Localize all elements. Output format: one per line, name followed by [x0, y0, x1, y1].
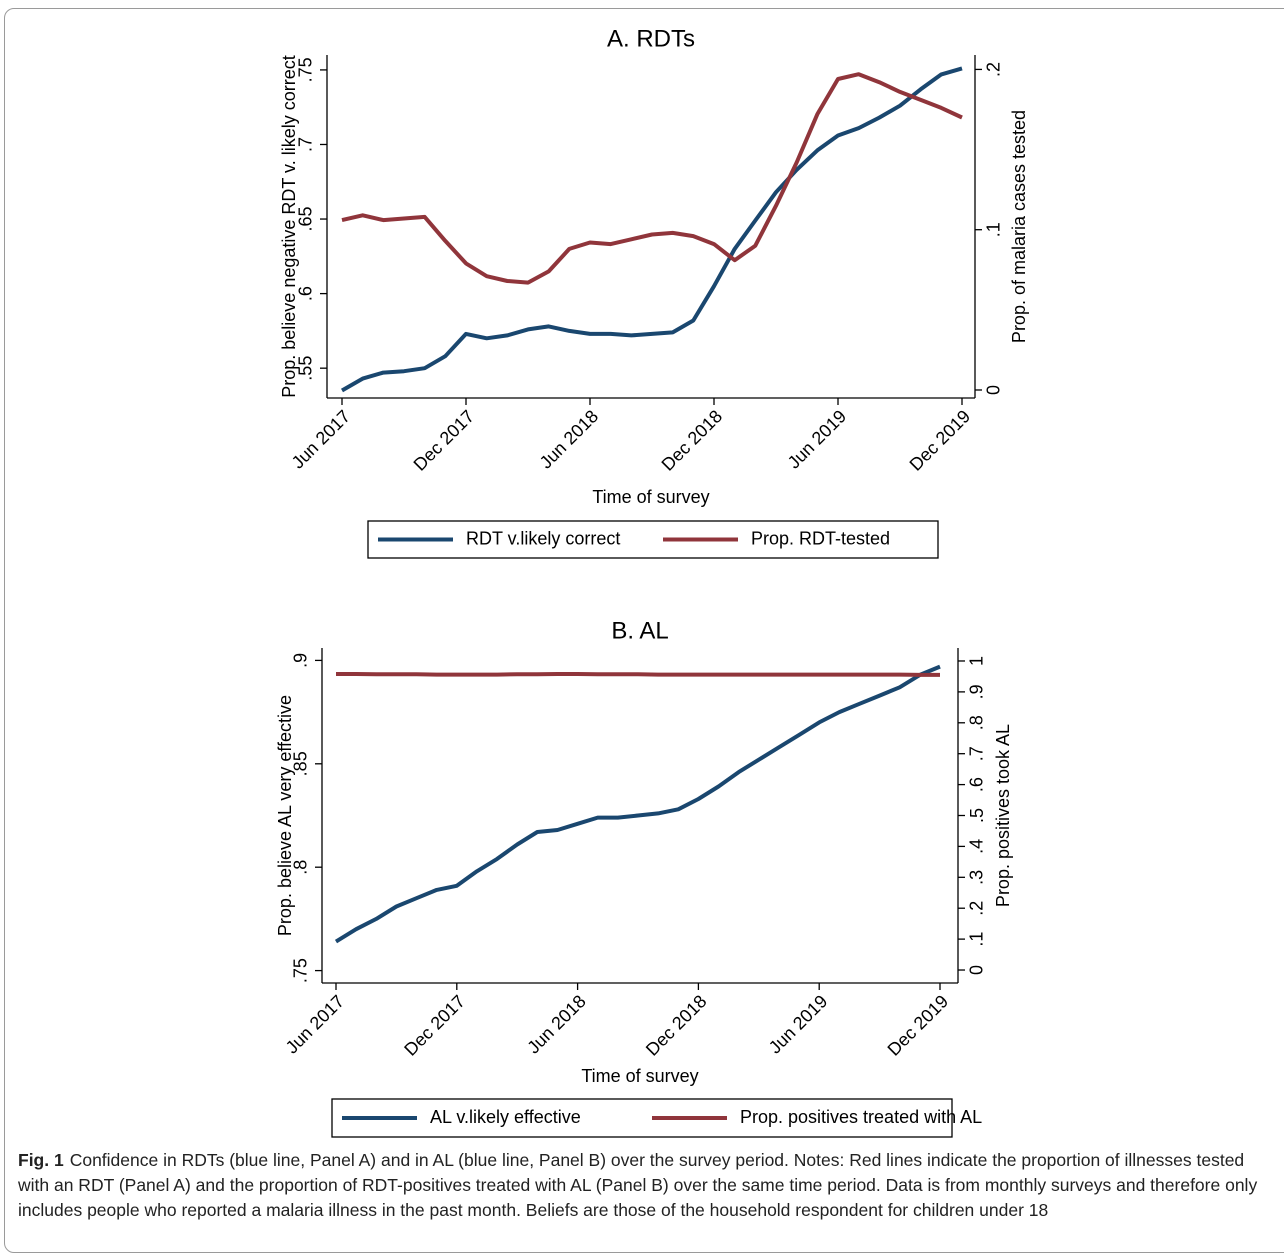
y2-tick-label: 0	[967, 965, 987, 975]
caption: Fig. 1 Confidence in RDTs (blue line, Pan…	[18, 1148, 1274, 1223]
x-tick-label: Dec 2019	[906, 406, 975, 475]
legend-box	[331, 1098, 953, 1138]
series-line	[336, 672, 940, 677]
y2-tick-label: .2	[967, 901, 987, 916]
x-tick-label: Jun 2018	[536, 406, 603, 473]
x-tick-label: Dec 2017	[400, 991, 469, 1060]
caption-text: Confidence in RDTs (blue line, Panel A) …	[18, 1150, 1258, 1220]
y2-tick-label: .8	[967, 715, 987, 730]
y2-axis-label: Prop. of malaria cases tested	[1009, 110, 1029, 343]
x-tick-label: Dec 2018	[642, 991, 711, 1060]
x-tick-label: Jun 2017	[288, 406, 355, 473]
y2-tick-label: 0	[984, 385, 1004, 395]
y-tick-label: .75	[291, 958, 311, 983]
y2-tick-label: .2	[984, 62, 1004, 77]
legend-label: Prop. RDT-tested	[751, 528, 890, 548]
y2-axis-label: Prop. positives took AL	[993, 724, 1013, 907]
y-tick-label: .6	[296, 286, 316, 301]
y-tick-label: .7	[296, 137, 316, 152]
x-tick-label: Jun 2018	[523, 991, 590, 1058]
x-tick-label: Dec 2017	[410, 406, 479, 475]
y2-tick-label: .1	[984, 222, 1004, 237]
x-tick-label: Jun 2017	[282, 991, 349, 1058]
x-axis-label: Time of survey	[581, 1066, 698, 1086]
y2-tick-label: 1	[967, 656, 987, 666]
y-axis-label: Prop. believe negative RDT v. likely cor…	[279, 55, 299, 397]
figure: A. RDTs Time of survey Prop. believe negat…	[275, 25, 1029, 1138]
series-line	[341, 72, 963, 285]
caption-label: Fig. 1	[18, 1150, 64, 1170]
legend-label: Prop. positives treated with AL	[740, 1107, 982, 1127]
y2-tick-label: .3	[967, 870, 987, 885]
legend-box	[367, 520, 939, 559]
x-axis-label: Time of survey	[592, 487, 709, 507]
chart-title: A. RDTs	[607, 25, 695, 52]
y-tick-label: .85	[291, 751, 311, 776]
chart-title: B. AL	[611, 617, 668, 644]
y2-tick-label: .4	[967, 839, 987, 854]
y2-tick-label: .7	[967, 746, 987, 761]
y-tick-label: .75	[296, 57, 316, 82]
series-line	[334, 664, 941, 944]
x-tick-label: Dec 2018	[658, 406, 727, 475]
series-line	[341, 66, 963, 393]
y-tick-label: .9	[291, 653, 311, 668]
y-tick-label: .65	[296, 207, 316, 232]
y2-tick-label: .1	[967, 932, 987, 947]
frame	[4, 8, 1284, 1253]
y2-tick-label: .6	[967, 777, 987, 792]
y-axis-label: Prop. believe AL very effective	[275, 695, 295, 936]
y-tick-label: .8	[291, 860, 311, 875]
y-tick-label: .55	[296, 356, 316, 381]
x-tick-label: Dec 2019	[884, 991, 953, 1060]
y2-tick-label: .5	[967, 808, 987, 823]
x-tick-label: Jun 2019	[784, 406, 851, 473]
legend-label: RDT v.likely correct	[466, 528, 620, 548]
x-tick-label: Jun 2019	[765, 991, 832, 1058]
y2-tick-label: .9	[967, 684, 987, 699]
legend-label: AL v.likely effective	[430, 1107, 581, 1127]
